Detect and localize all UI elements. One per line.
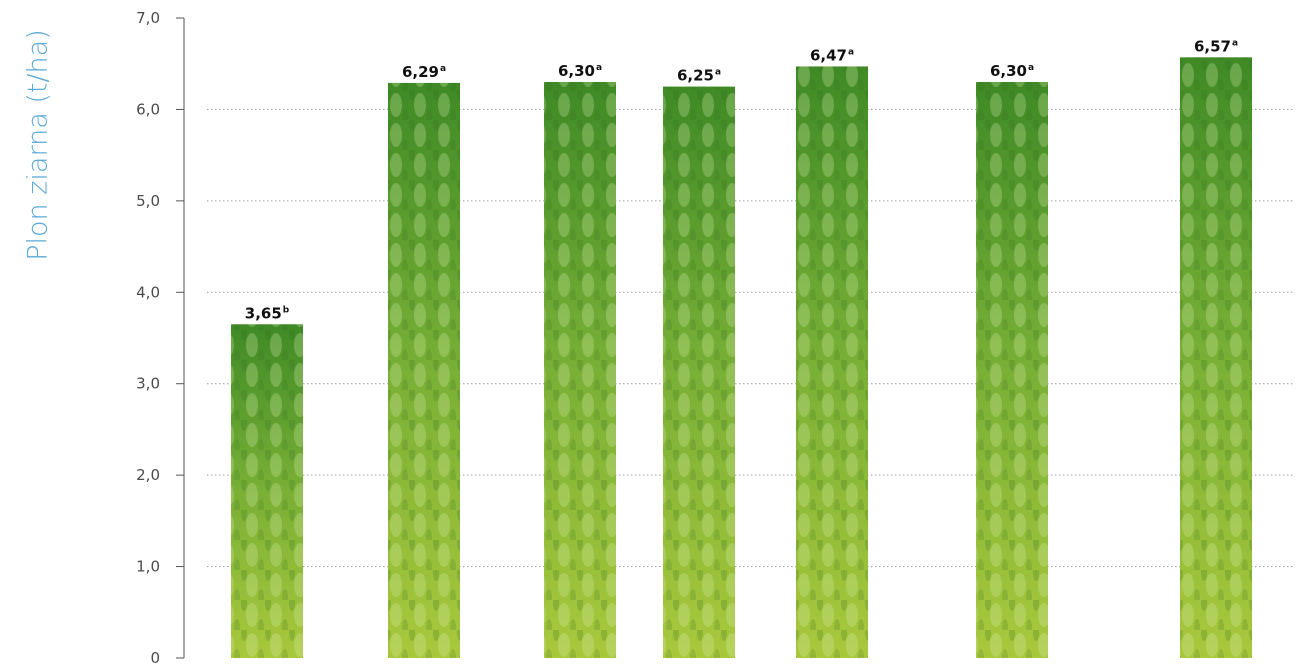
bar-value-label: 6,47a — [810, 46, 854, 64]
bar — [663, 86, 735, 659]
bar-texture — [388, 82, 460, 658]
bar-texture — [1180, 57, 1252, 659]
bar-texture — [796, 66, 868, 658]
bar-texture — [544, 82, 616, 658]
bar-texture — [663, 86, 735, 659]
bar-texture — [231, 324, 303, 658]
bar-value-label: 3,65b — [245, 304, 290, 322]
y-tick-label: 1,0 — [136, 558, 160, 576]
y-tick-label: 4,0 — [136, 283, 160, 301]
y-tick-label: 7,0 — [136, 9, 160, 27]
bar — [388, 82, 460, 658]
bar — [796, 66, 868, 658]
y-tick-label: 5,0 — [136, 192, 160, 210]
y-tick-label: 3,0 — [136, 375, 160, 393]
y-tick-label: 6,0 — [136, 100, 160, 118]
bar — [976, 82, 1048, 658]
bar-value-label: 6,30a — [990, 62, 1034, 80]
bar — [544, 82, 616, 658]
y-axis-label: Plon ziarna (t/ha) — [22, 29, 54, 261]
bar — [1180, 57, 1252, 659]
bar-value-label: 6,30a — [558, 62, 602, 80]
y-tick-label: 0 — [150, 649, 160, 663]
bar-value-label: 6,57a — [1194, 37, 1238, 55]
bar-value-label: 6,25a — [677, 67, 721, 85]
bar-value-label: 6,29a — [402, 63, 446, 81]
bar — [231, 324, 303, 658]
y-tick-label: 2,0 — [136, 466, 160, 484]
bar-texture — [976, 82, 1048, 658]
